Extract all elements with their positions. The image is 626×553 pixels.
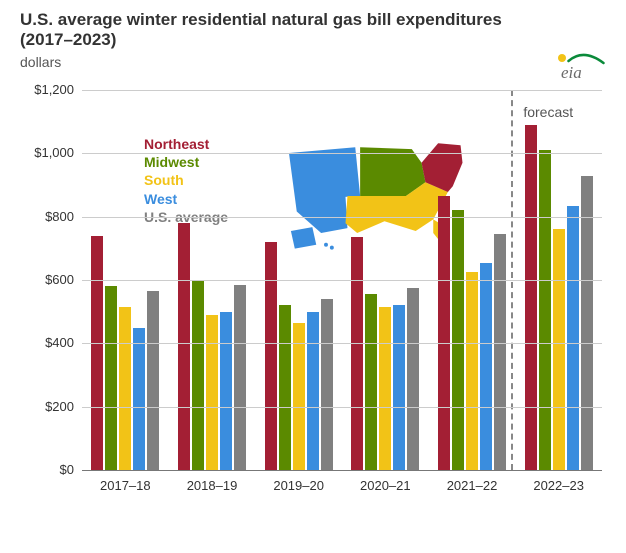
- y-tick-label: $0: [24, 462, 74, 477]
- bar: [480, 263, 492, 470]
- bar: [105, 286, 117, 470]
- legend-item: Northeast: [144, 135, 228, 153]
- legend-item: West: [144, 190, 228, 208]
- legend-item: Midwest: [144, 153, 228, 171]
- bar: [178, 223, 190, 470]
- bar: [365, 294, 377, 470]
- bar: [220, 312, 232, 470]
- y-tick-label: $1,000: [24, 145, 74, 160]
- gridline: [82, 153, 602, 154]
- gridline: [82, 470, 602, 471]
- gridline: [82, 90, 602, 91]
- bar: [119, 307, 131, 470]
- bar: [91, 236, 103, 470]
- bar: [279, 305, 291, 470]
- bar: [466, 272, 478, 470]
- bar: [351, 237, 363, 470]
- x-tick-label: 2022–23: [514, 478, 604, 493]
- x-tick-label: 2020–21: [340, 478, 430, 493]
- bar: [438, 196, 450, 470]
- bar: [567, 206, 579, 470]
- chart-title: U.S. average winter residential natural …: [20, 10, 520, 51]
- x-tick-label: 2017–18: [80, 478, 170, 493]
- legend-item: South: [144, 171, 228, 189]
- bar: [581, 176, 593, 471]
- gridline: [82, 280, 602, 281]
- bar: [539, 150, 551, 470]
- gridline: [82, 217, 602, 218]
- y-tick-label: $600: [24, 272, 74, 287]
- x-tick-label: 2021–22: [427, 478, 517, 493]
- bar: [379, 307, 391, 470]
- y-tick-label: $400: [24, 335, 74, 350]
- bar: [494, 234, 506, 470]
- eia-logo: eia: [556, 52, 606, 82]
- legend: NortheastMidwestSouthWestU.S. average: [144, 135, 228, 226]
- bar: [206, 315, 218, 470]
- bar: [192, 280, 204, 470]
- bar: [393, 305, 405, 470]
- bar: [133, 328, 145, 471]
- forecast-label: forecast: [523, 104, 573, 120]
- bar: [525, 125, 537, 470]
- bar: [553, 229, 565, 470]
- y-tick-label: $200: [24, 399, 74, 414]
- y-tick-label: $800: [24, 209, 74, 224]
- bar: [321, 299, 333, 470]
- plot-area: forecast NortheastMidwestSouthWestU.S. a…: [20, 80, 610, 510]
- y-tick-label: $1,200: [24, 82, 74, 97]
- chart-subtitle: dollars: [20, 54, 61, 70]
- x-tick-label: 2018–19: [167, 478, 257, 493]
- x-tick-label: 2019–20: [254, 478, 344, 493]
- bar: [293, 323, 305, 470]
- bar: [147, 291, 159, 470]
- gridline: [82, 343, 602, 344]
- bar: [234, 285, 246, 470]
- bar: [265, 242, 277, 470]
- bar: [307, 312, 319, 470]
- bar: [407, 288, 419, 470]
- bar: [452, 210, 464, 470]
- gridline: [82, 407, 602, 408]
